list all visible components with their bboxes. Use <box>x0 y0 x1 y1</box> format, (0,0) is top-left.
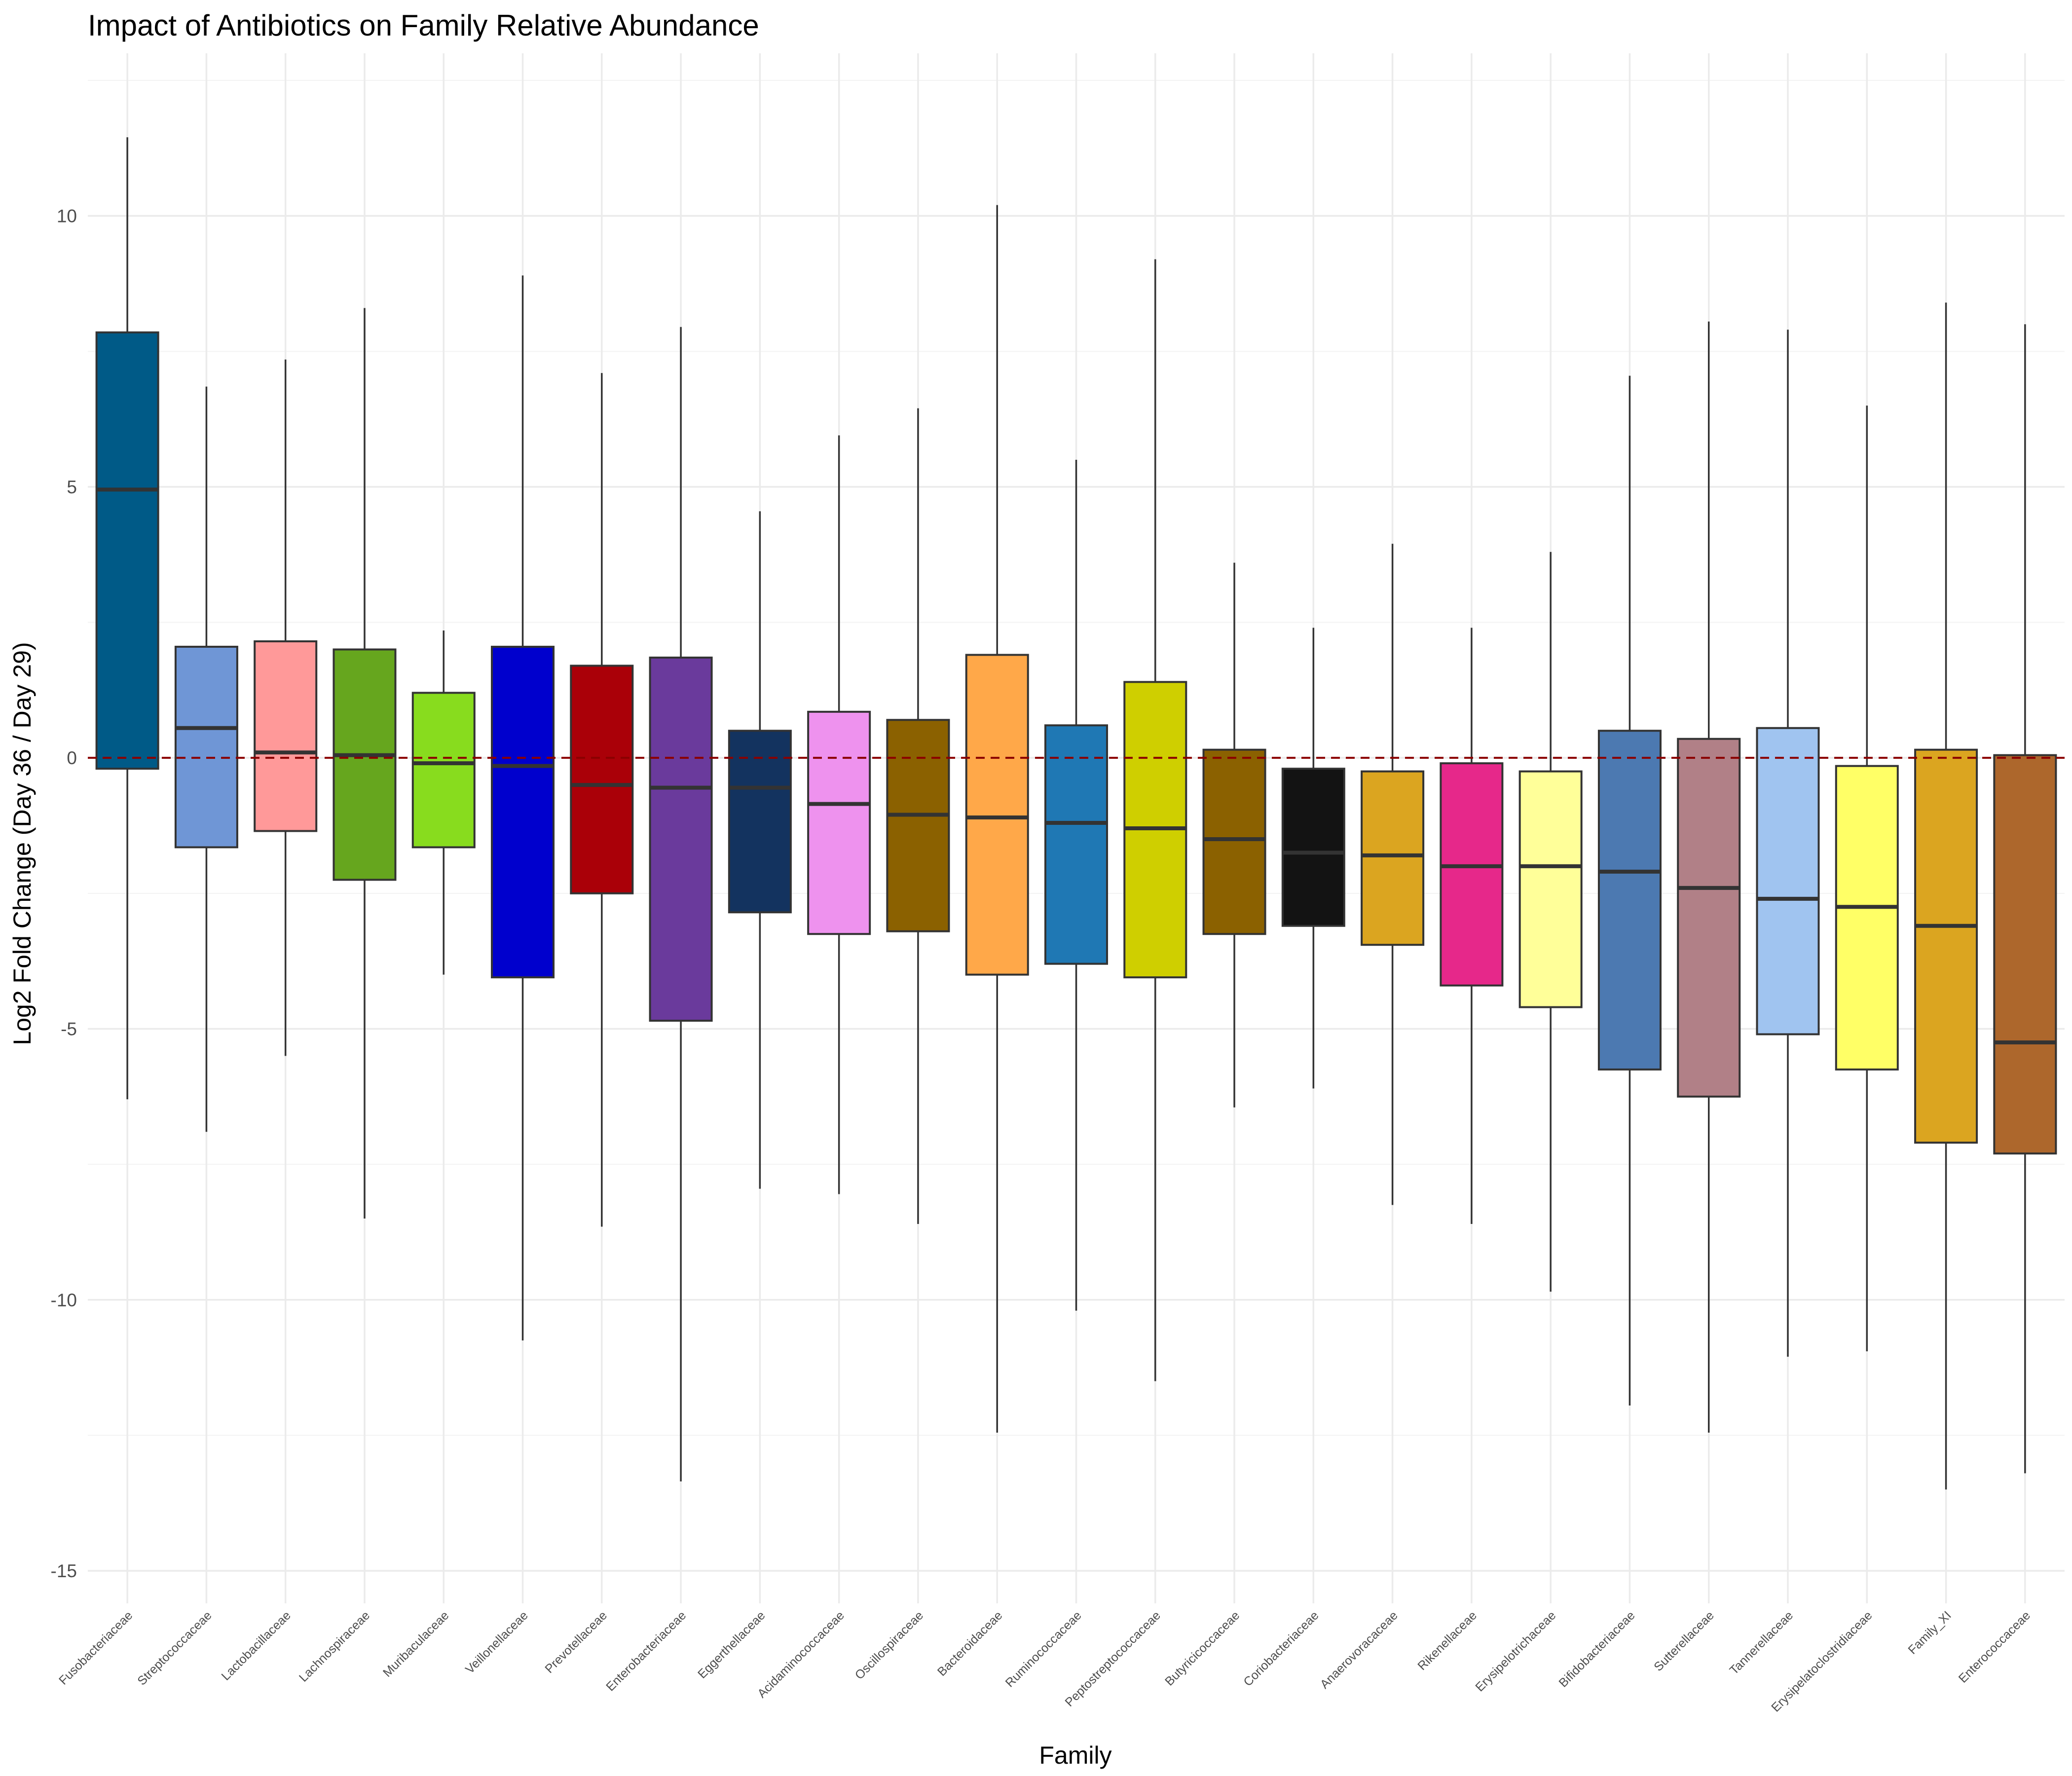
box-butyricicoccaceae <box>1202 562 1266 1108</box>
iqr-box <box>254 640 318 832</box>
x-axis-title: Family <box>1039 1741 1111 1769</box>
iqr-box <box>411 692 476 849</box>
iqr-box <box>1044 724 1109 965</box>
iqr-box <box>1202 748 1266 935</box>
box-tannerellaceae <box>1756 330 1820 1357</box>
iqr-box <box>333 648 397 881</box>
iqr-box <box>570 665 634 894</box>
box-anaerovoracaceae <box>1361 544 1425 1205</box>
box-series <box>95 137 2057 1490</box>
iqr-box <box>886 719 950 932</box>
box-ruminococcaceae <box>1044 459 1109 1311</box>
iqr-box <box>807 710 871 935</box>
y-tick-label: -5 <box>61 1019 77 1039</box>
iqr-box <box>1361 770 1425 946</box>
iqr-box <box>728 730 792 914</box>
y-axis-ticks: -15 -10 -5 0 5 10 <box>51 206 77 1582</box>
box-eggerthellaceae <box>728 511 792 1189</box>
y-tick-label: -10 <box>51 1290 77 1310</box>
iqr-box <box>649 656 713 1022</box>
box-coriobacteriaceae <box>1281 628 1345 1089</box>
box-erysipelatoclostridiaceae <box>1835 406 1899 1352</box>
iqr-box <box>1518 770 1583 1008</box>
box-acidaminococcaceae <box>807 435 871 1194</box>
iqr-box <box>1281 768 1345 927</box>
y-tick-label: 0 <box>67 748 77 768</box>
iqr-box <box>174 645 238 849</box>
box-peptostreptococcaceae <box>1123 259 1187 1381</box>
box-prevotellaceae <box>570 373 634 1227</box>
box-lactobacillaceae <box>254 359 318 1056</box>
box-streptococcaceae <box>174 386 238 1132</box>
iqr-box <box>491 645 555 979</box>
iqr-box <box>1914 748 1978 1144</box>
box-oscillospiraceae <box>886 408 950 1224</box>
y-tick-label: 10 <box>57 206 77 226</box>
box-fusobacteriaceae <box>95 137 159 1100</box>
y-axis-title: Log2 Fold Change (Day 36 / Day 29) <box>8 642 36 1045</box>
box-rikenellaceae <box>1440 628 1504 1224</box>
box-family_xi <box>1914 302 1978 1490</box>
box-veillonellaceae <box>491 275 555 1341</box>
box-lachnospiraceae <box>333 308 397 1219</box>
iqr-box <box>1440 762 1504 987</box>
iqr-box <box>95 331 159 770</box>
box-enterococcaceae <box>1993 324 2057 1474</box>
box-muribaculaceae <box>411 630 476 975</box>
iqr-box <box>1597 730 1662 1071</box>
iqr-box <box>1993 754 2057 1155</box>
chart-title: Impact of Antibiotics on Family Relative… <box>88 9 759 42</box>
box-enterobacteriaceae <box>649 327 713 1481</box>
box-bifidobacteriaceae <box>1597 375 1662 1406</box>
iqr-box <box>1677 738 1741 1098</box>
box-sutterellaceae <box>1677 321 1741 1433</box>
y-tick-label: -15 <box>51 1561 77 1581</box>
box-erysipelotrichaceae <box>1518 552 1583 1292</box>
iqr-box <box>1756 727 1820 1036</box>
iqr-box <box>1835 765 1899 1071</box>
iqr-box <box>965 654 1029 976</box>
y-tick-label: 5 <box>67 477 77 497</box>
box-bacteroidaceae <box>965 205 1029 1433</box>
